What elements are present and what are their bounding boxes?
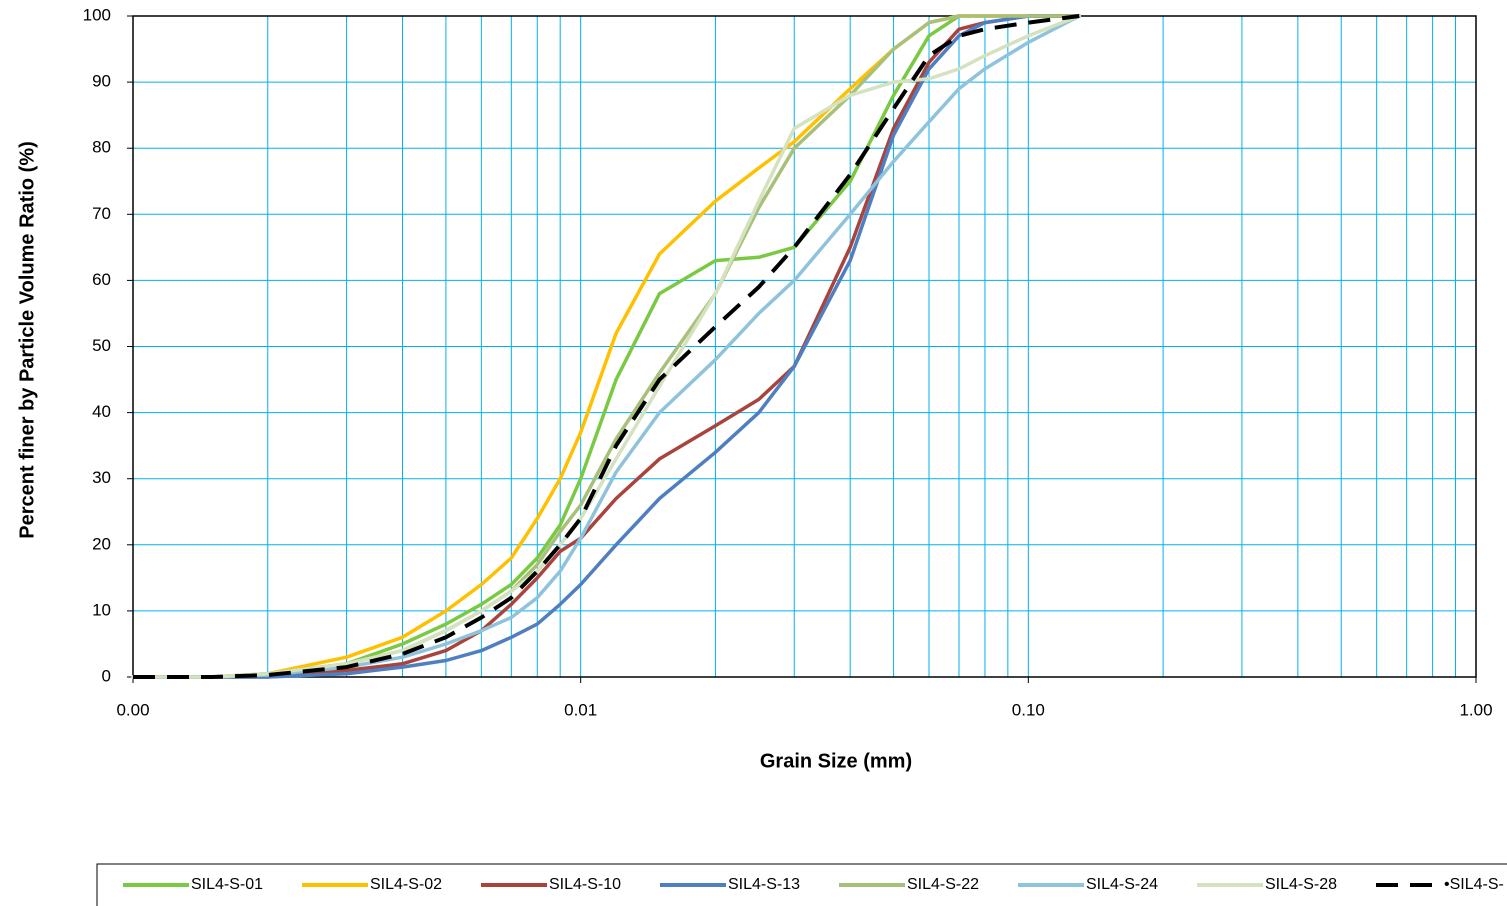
y-tick-label: 40: [92, 402, 111, 421]
x-tick-label: 0.10: [1012, 700, 1045, 719]
series-line: [131, 14, 1082, 679]
y-tick-label: 0: [102, 666, 111, 685]
y-tick-label: 100: [83, 5, 111, 24]
x-tick-label: 0.01: [564, 700, 597, 719]
legend-text: SIL4-S-01: [191, 876, 263, 893]
x-tick-label: 0.00: [116, 700, 149, 719]
series-line: [131, 14, 1082, 679]
x-tick-label: 1.00: [1459, 700, 1492, 719]
legend-text: SIL4-S-28: [1265, 876, 1337, 893]
legend-text: SIL4-S-02: [370, 876, 442, 893]
legend-text: SIL4-S-13: [728, 876, 800, 893]
y-tick-label: 80: [92, 138, 111, 157]
legend-text: SIL4-S-10: [549, 876, 621, 893]
series-line: [131, 14, 1082, 679]
y-tick-label: 50: [92, 336, 111, 355]
legend-text: SIL4-S-24: [1086, 876, 1158, 893]
y-tick-label: 30: [92, 468, 111, 487]
y-tick-label: 70: [92, 204, 111, 223]
plot-frame: [132, 15, 1477, 678]
y-tick-label: 10: [92, 600, 111, 619]
x-axis-title: Grain Size (mm): [760, 750, 912, 772]
y-tick-label: 60: [92, 270, 111, 289]
y-axis-title: Percent finer by Particle Volume Ratio (…: [16, 141, 38, 539]
series-line: [133, 14, 1080, 679]
series-line: [131, 14, 1082, 679]
legend-text: •SIL4-S-: [1444, 876, 1504, 893]
legend-text: SIL4-S-22: [907, 876, 979, 893]
y-tick-label: 90: [92, 72, 111, 91]
y-tick-label: 20: [92, 534, 111, 553]
